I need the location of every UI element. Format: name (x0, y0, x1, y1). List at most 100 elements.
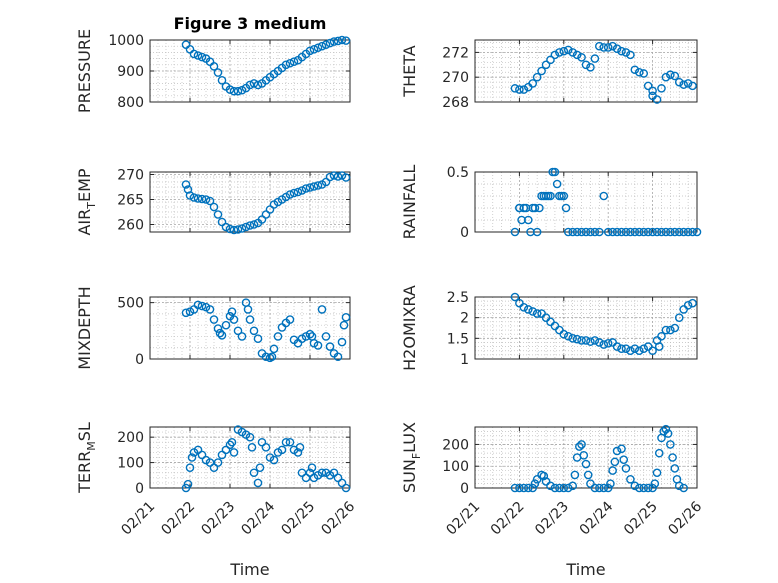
data-point (197, 301, 207, 311)
data-point (679, 227, 688, 237)
axes-box (149, 296, 351, 360)
data-point (530, 479, 540, 488)
data-point (241, 222, 251, 232)
data-point (599, 483, 609, 493)
data-point (586, 227, 595, 237)
data-point (225, 440, 235, 450)
data-point (229, 315, 239, 324)
data-point (313, 341, 323, 350)
data-point (245, 315, 255, 324)
data-point (532, 309, 542, 318)
data-point (337, 171, 347, 180)
data-point (213, 210, 223, 219)
data-point (561, 203, 571, 213)
data-point (193, 51, 203, 60)
data-point (559, 483, 569, 493)
y-tick-label: 272 (442, 45, 469, 61)
data-point (559, 191, 569, 201)
data-point (225, 85, 235, 94)
y-tick-label: 270 (442, 70, 469, 86)
data-point (245, 432, 255, 442)
y-tick-label: 1.5 (447, 331, 469, 347)
plot-area (475, 40, 697, 102)
x-axis-label: Time (565, 560, 605, 579)
data-point (608, 466, 617, 475)
data-point (229, 86, 239, 96)
series-markers (181, 35, 351, 96)
data-point (608, 227, 617, 237)
data-point (539, 471, 549, 481)
data-point (181, 308, 191, 318)
data-point (586, 337, 595, 346)
data-point (541, 477, 551, 486)
data-point (617, 344, 626, 353)
data-point (546, 191, 555, 201)
data-point (297, 186, 307, 195)
data-point (599, 340, 609, 349)
data-point (317, 305, 327, 314)
data-point (333, 36, 343, 46)
series-markers (510, 424, 688, 493)
x-tick-label: 02/24 (577, 499, 617, 539)
data-point (229, 448, 239, 457)
y-axis-label-subscript: F (410, 453, 423, 459)
data-point (313, 43, 323, 53)
data-point (634, 67, 644, 77)
x-tick-label: 02/26 (665, 499, 705, 539)
data-point (586, 479, 595, 488)
data-point (563, 483, 573, 493)
x-tick-label: 02/23 (532, 499, 572, 539)
data-point (515, 483, 524, 493)
x-tick-label: 02/21 (443, 499, 483, 539)
data-point (626, 50, 635, 60)
data-point (515, 85, 524, 94)
subplot-sun-flux: 0 100 200 02/21 02/22 02/23 02/24 02/25 02/26 Tim… (400, 422, 705, 579)
series-markers (510, 167, 702, 237)
data-point (528, 79, 538, 88)
data-point (281, 60, 291, 70)
data-point (666, 325, 675, 335)
y-axis-label: THETA (400, 45, 419, 97)
data-point (261, 352, 271, 362)
data-point (510, 483, 520, 493)
data-point (245, 221, 255, 230)
series-markers (181, 425, 351, 493)
data-point (313, 181, 323, 190)
data-point (643, 227, 653, 237)
data-point (581, 336, 591, 345)
y-tick-label: 265 (117, 193, 144, 209)
data-point (683, 79, 693, 88)
subplot-mixdepth: 0 500 MIXDEPTH (75, 286, 351, 370)
data-point (563, 331, 573, 341)
data-point (586, 62, 595, 72)
data-point (317, 41, 327, 51)
y-axis-label-main: RAINFALL (400, 165, 419, 240)
data-point (626, 346, 635, 356)
data-point (654, 342, 664, 351)
data-point (247, 443, 257, 452)
data-point (221, 222, 231, 232)
y-axis-label-main: AIR (75, 209, 94, 236)
y-tick-label: 260 (117, 218, 144, 234)
data-point (523, 483, 533, 493)
y-axis-label: RAINFALL (400, 165, 419, 240)
data-point (277, 445, 287, 455)
data-point (570, 470, 580, 480)
y-tick-label: 2.5 (447, 290, 469, 306)
data-point (215, 328, 225, 338)
data-point (577, 227, 586, 237)
data-point (661, 424, 671, 434)
data-point (590, 54, 600, 63)
data-point (530, 203, 540, 213)
data-point (683, 227, 693, 237)
data-point (341, 36, 351, 45)
data-point (639, 344, 649, 353)
data-point (674, 227, 684, 237)
data-point (281, 437, 291, 447)
data-point (603, 227, 613, 237)
data-point (233, 225, 243, 234)
y-axis-label: SUNFLUX (400, 422, 423, 493)
data-point (189, 193, 199, 202)
